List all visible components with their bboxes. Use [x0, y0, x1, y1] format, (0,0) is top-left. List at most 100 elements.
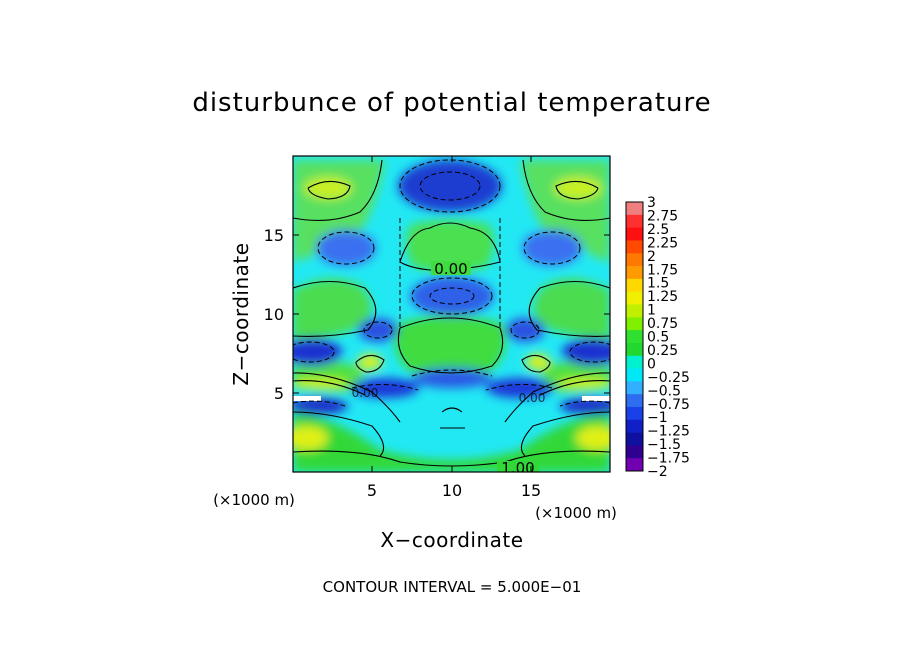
colorbar-label: 3 — [647, 195, 656, 211]
colorbar-swatch — [626, 227, 643, 241]
yellow-cell-lower-right — [576, 426, 610, 450]
colorbar-label: 2.5 — [647, 222, 669, 238]
blue-cell-center — [410, 276, 494, 316]
colorbar-swatch — [626, 253, 643, 267]
colorbar-label: 1 — [647, 303, 656, 319]
y-ticks — [293, 234, 610, 394]
contour-neg-edge-lower-right — [559, 400, 610, 407]
colorbar-swatch — [626, 304, 643, 318]
colorbar-label: 0.5 — [647, 330, 669, 346]
y-tick-label-5: 5 — [274, 384, 284, 403]
contour-label-bg-top — [431, 261, 471, 275]
contour-lines — [293, 159, 610, 467]
contour-neg-mid-left — [317, 231, 375, 265]
yellow-cell-middle-left — [358, 354, 382, 370]
colorbar-label: 0.25 — [647, 343, 678, 359]
contour-zero-upper-right — [522, 159, 610, 221]
contour-zero-upper-left — [293, 159, 383, 221]
colorbar-label: 2.75 — [647, 208, 678, 224]
contour-neg-edge-lower-left — [293, 400, 346, 407]
colorbar-swatch — [626, 342, 643, 357]
colorbar-label: 2.25 — [647, 235, 678, 251]
contour-neg-edge-right — [569, 341, 610, 363]
x-tick-label-5: 5 — [367, 481, 377, 500]
colorbar-swatch — [626, 266, 643, 280]
colorbar: 32.752.52.2521.751.51.2510.750.50.250−0.… — [625, 195, 690, 480]
y-tick-label-10: 10 — [264, 305, 284, 324]
blue-cell-edge-lower-left — [293, 397, 348, 415]
green-region-bottom — [293, 410, 610, 472]
contour-positive-mid-left — [355, 354, 385, 373]
contour-label-bottom: 1.00 — [501, 459, 534, 477]
green-region-middle-left — [293, 278, 372, 340]
colorbar-label: 0.75 — [647, 316, 678, 332]
contour-label-bg-bottom — [497, 461, 539, 472]
contour-neg-left-upper — [363, 321, 393, 339]
contour-positive-upper-right — [555, 180, 599, 200]
colorbar-swatch — [626, 368, 643, 382]
colorbar-label: −0.5 — [647, 383, 681, 399]
colorbar-swatch — [626, 202, 643, 216]
blue-cell-mid-left — [316, 230, 376, 266]
contour-neg-band-left — [351, 383, 419, 391]
colorbar-label: −1.75 — [647, 451, 690, 467]
y-tick-label-15: 15 — [264, 226, 284, 245]
green-region-center — [394, 315, 506, 379]
blue-cell-top — [398, 160, 502, 212]
colorbar-swatch — [626, 432, 643, 446]
contour-band-right-3 — [520, 411, 610, 457]
x-tick-label-15: 15 — [521, 481, 541, 500]
colorbar-swatch — [626, 355, 643, 369]
colorbar-swatch — [626, 458, 643, 472]
x-ticks — [371, 156, 532, 472]
blue-cell-edge-right — [562, 338, 610, 366]
contour-interval-label: CONTOUR INTERVAL = 5.000E−01 — [323, 578, 582, 596]
colorbar-label: 1.5 — [647, 276, 669, 292]
contour-band-left-3 — [293, 411, 385, 457]
chart-title: disturbunce of potential temperature — [192, 88, 711, 118]
contour-lines-negative — [293, 159, 610, 407]
contour-neg-center — [411, 277, 493, 315]
colorbar-swatch — [626, 240, 643, 254]
green-band-center-top — [406, 220, 494, 272]
contour-label-left: 0.00 — [352, 386, 379, 400]
colorbar-label: 1.75 — [647, 262, 678, 278]
colorbar-label: −1.25 — [647, 424, 690, 440]
colorbar-label: 1.25 — [647, 289, 678, 305]
yellow-cell-lower-left — [293, 426, 328, 450]
contour-zero-mid-right — [528, 281, 610, 337]
plot-area: 0.00 1.00 0.00 0.00 — [293, 156, 610, 477]
colorbar-label: 2 — [647, 249, 656, 265]
yellow-cell-upper-right — [554, 177, 602, 199]
colorbar-swatch — [626, 291, 643, 305]
colorbar-label: −0.75 — [647, 397, 690, 413]
yellow-cell-upper-left — [304, 177, 352, 199]
y-unit-label: (×1000 m) — [213, 491, 295, 509]
contour-center-small-2 — [441, 407, 463, 413]
yellow-band-left — [293, 379, 348, 389]
colorbar-label: −1 — [647, 410, 668, 426]
colorbar-swatch — [626, 278, 643, 293]
contour-band-left-2 — [293, 380, 366, 396]
gap-strip-left — [293, 396, 321, 401]
blue-cell-mid-right — [522, 230, 582, 266]
contour-label-top: 0.00 — [434, 260, 467, 278]
blue-cell-band-center — [412, 368, 492, 388]
contour-zero-center-lower — [397, 317, 504, 374]
x-tick-label-10: 10 — [442, 481, 462, 500]
contour-neg-edge-left — [293, 341, 335, 363]
colorbar-label: −0.25 — [647, 370, 690, 386]
contour-neg-mid-right — [523, 231, 581, 265]
contour-positive-mid-right — [521, 354, 551, 373]
contour-zero-center — [399, 222, 501, 271]
gap-strip-right — [582, 396, 610, 401]
contour-positive-upper-left — [307, 180, 351, 200]
colorbar-label: 0 — [647, 356, 656, 372]
colorbar-label: −1.5 — [647, 437, 681, 453]
contour-band-right-2 — [539, 380, 610, 396]
contour-neg-center-inner — [429, 287, 475, 305]
colorbar-swatch — [626, 317, 643, 331]
contour-label-right: 0.00 — [519, 391, 546, 405]
blue-cell-band-left — [351, 378, 419, 398]
